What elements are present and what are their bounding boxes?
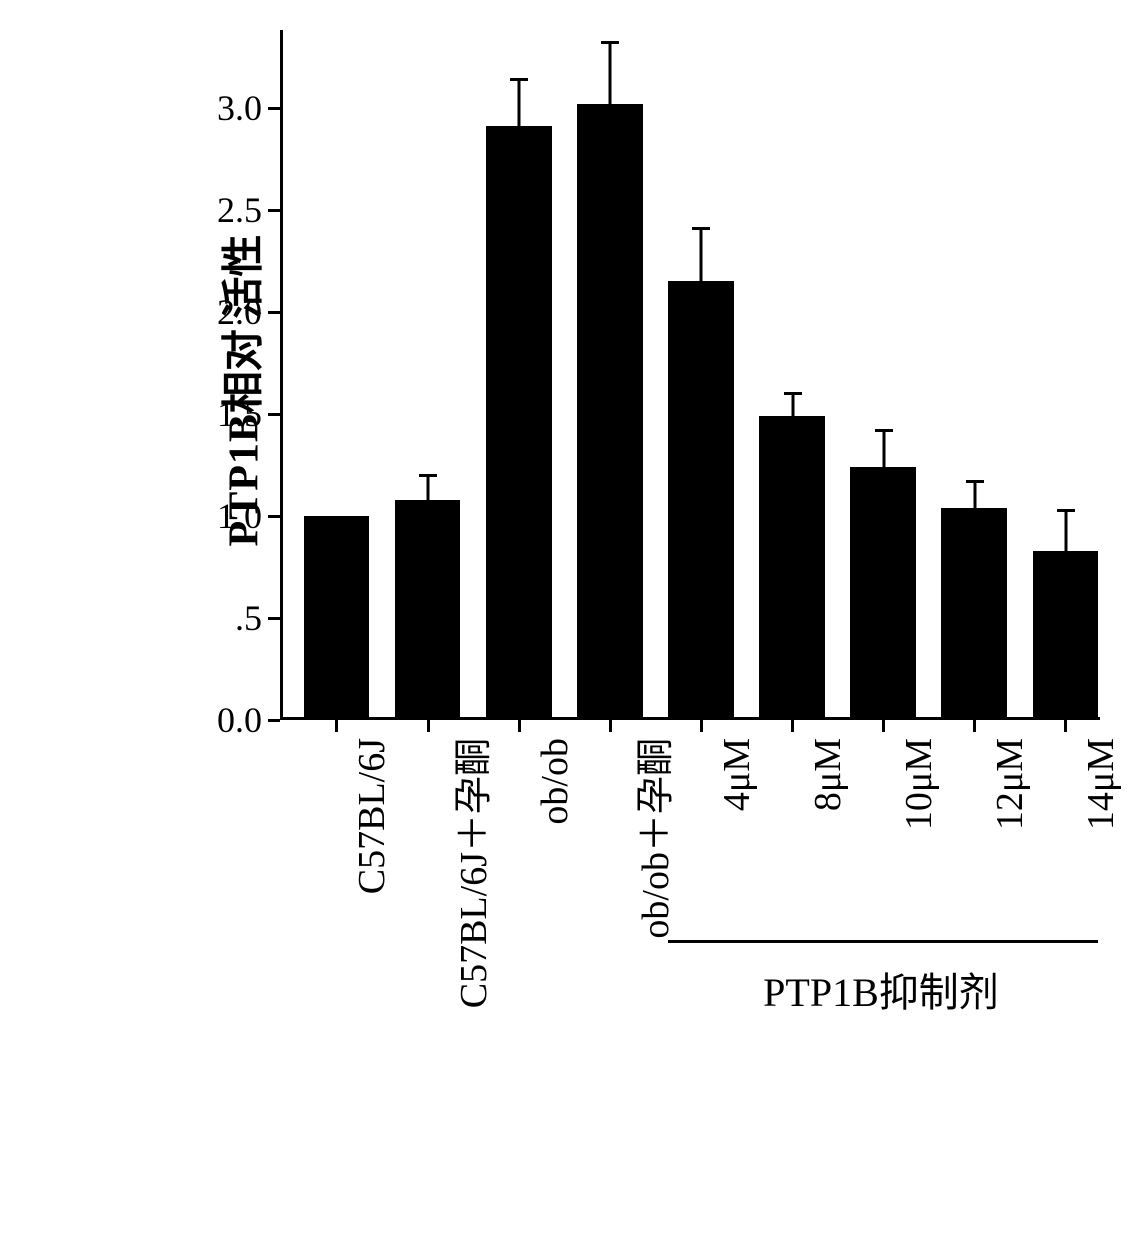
error-bar [883, 430, 884, 467]
x-tick-label: 14μM [1079, 738, 1123, 830]
x-tick-label: 8μM [806, 738, 850, 811]
y-tick [268, 515, 280, 518]
bar [941, 508, 1007, 720]
x-tick [335, 720, 338, 732]
y-tick [268, 209, 280, 212]
bars-group [280, 30, 1100, 720]
bar [486, 126, 552, 720]
plot-area: 0.0.51.01.52.02.53.0 [280, 30, 1100, 720]
x-tick-label: ob/ob＋孕酮 [624, 738, 679, 939]
x-tick [1064, 720, 1067, 732]
x-tick-label: 4μM [715, 738, 759, 811]
group-label: PTP1B抑制剂 [763, 960, 999, 1018]
x-tick [700, 720, 703, 732]
x-tick [518, 720, 521, 732]
y-tick-label: .5 [235, 597, 262, 639]
error-bar [610, 42, 611, 103]
error-bar [974, 481, 975, 508]
error-bar [519, 79, 520, 126]
x-tick [973, 720, 976, 732]
x-tick [791, 720, 794, 732]
y-tick-label: 2.5 [217, 189, 262, 231]
bar [850, 467, 916, 720]
x-tick-label: 10μM [897, 738, 941, 830]
bar [304, 516, 370, 720]
y-tick [268, 311, 280, 314]
bar [668, 281, 734, 720]
error-bar [701, 228, 702, 281]
bar [759, 416, 825, 720]
bar [1033, 551, 1099, 720]
error-bar [792, 393, 793, 415]
error-bar [428, 475, 429, 499]
x-tick-label: C57BL/6J＋孕酮 [442, 738, 497, 1008]
y-tick [268, 617, 280, 620]
x-tick-label: C57BL/6J [350, 738, 394, 894]
y-tick [268, 719, 280, 722]
y-tick [268, 107, 280, 110]
y-tick-label: 1.5 [217, 393, 262, 435]
y-tick-label: 3.0 [217, 87, 262, 129]
x-tick [882, 720, 885, 732]
y-tick-label: 0.0 [217, 699, 262, 741]
y-tick-label: 1.0 [217, 495, 262, 537]
error-bar [1065, 510, 1066, 551]
x-tick [427, 720, 430, 732]
chart-container: PTP1B相对 活性 0.0.51.01.52.02.53.0 C57BL/6J… [100, 30, 1120, 1230]
bar [395, 500, 461, 720]
x-tick-label: ob/ob [533, 738, 577, 825]
x-tick-label: 12μM [988, 738, 1032, 830]
y-tick-label: 2.0 [217, 291, 262, 333]
y-tick [268, 413, 280, 416]
group-bracket [668, 940, 1098, 943]
x-tick [609, 720, 612, 732]
bar [577, 104, 643, 721]
